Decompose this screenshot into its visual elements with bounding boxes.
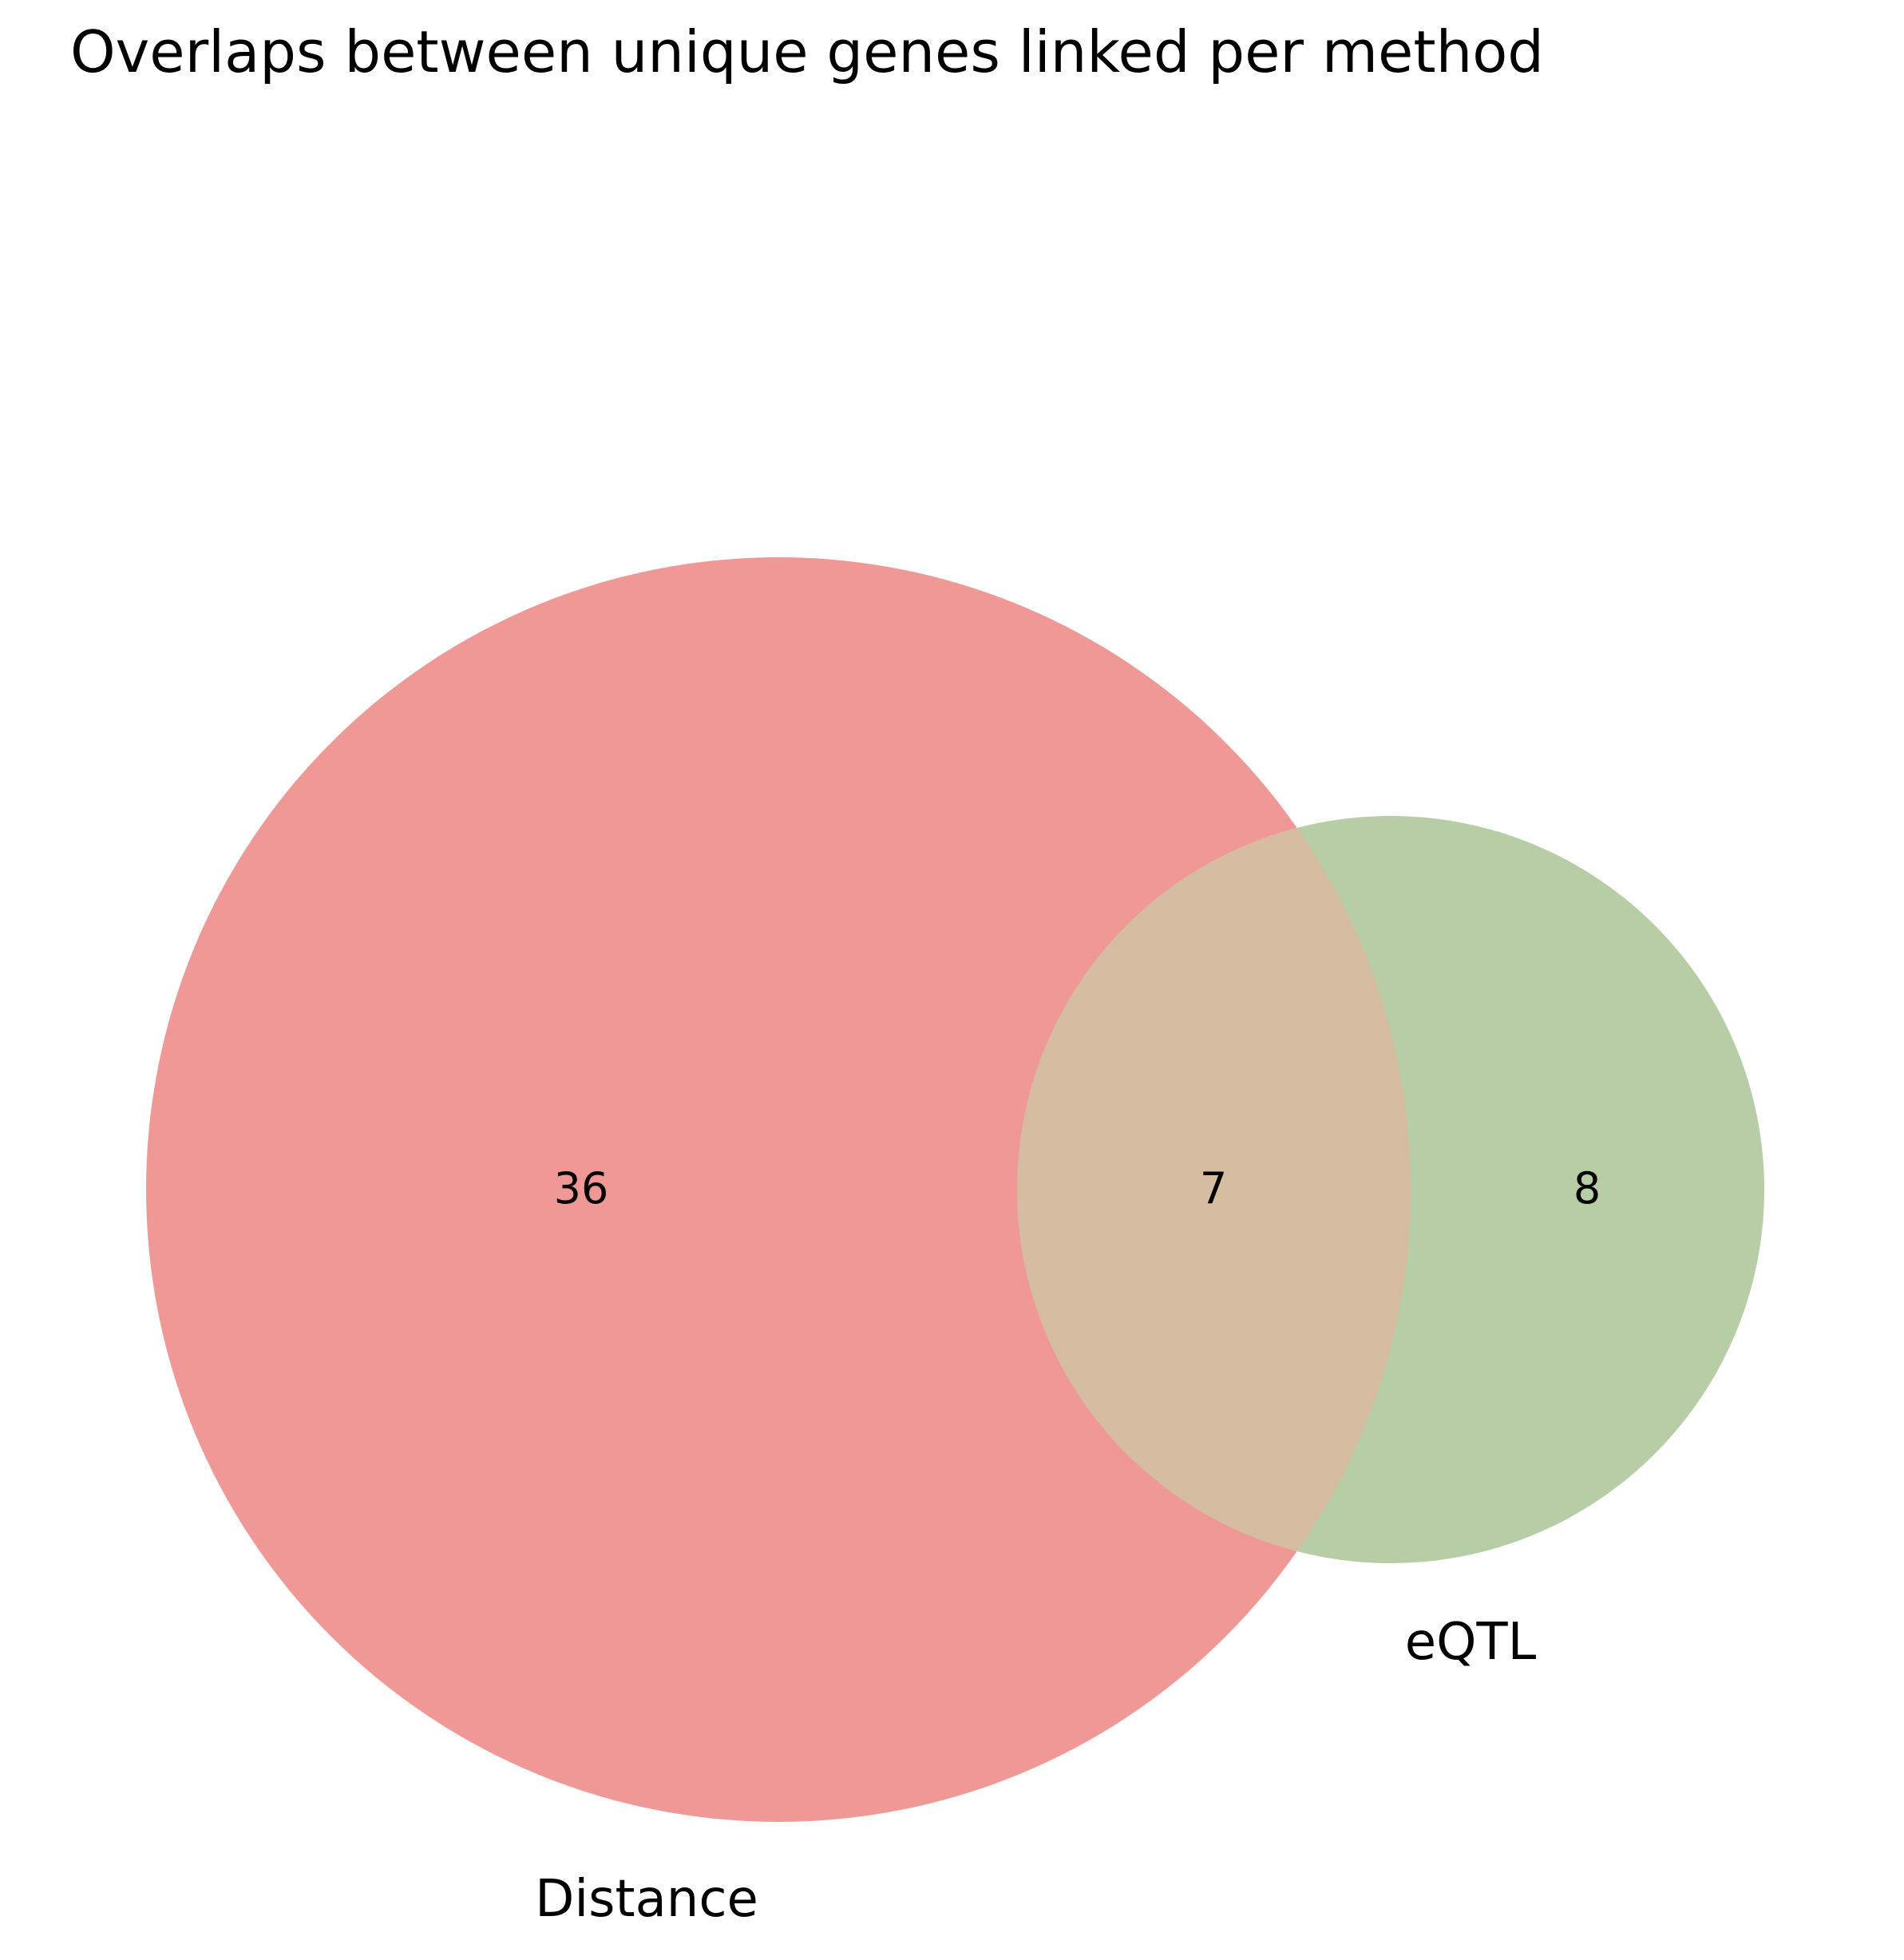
- eqtl-set-label: eQTL: [1405, 1613, 1537, 1672]
- eqtl-only-count: 8: [1573, 1163, 1601, 1214]
- diagram-title: Overlaps between unique genes linked per…: [70, 18, 1544, 85]
- distance-set-circle: [146, 557, 1411, 1822]
- distance-only-count: 36: [554, 1163, 609, 1214]
- overlap-region: [1017, 816, 1411, 1563]
- distance-set-label: Distance: [535, 1870, 758, 1929]
- overlap-count: 7: [1200, 1163, 1227, 1214]
